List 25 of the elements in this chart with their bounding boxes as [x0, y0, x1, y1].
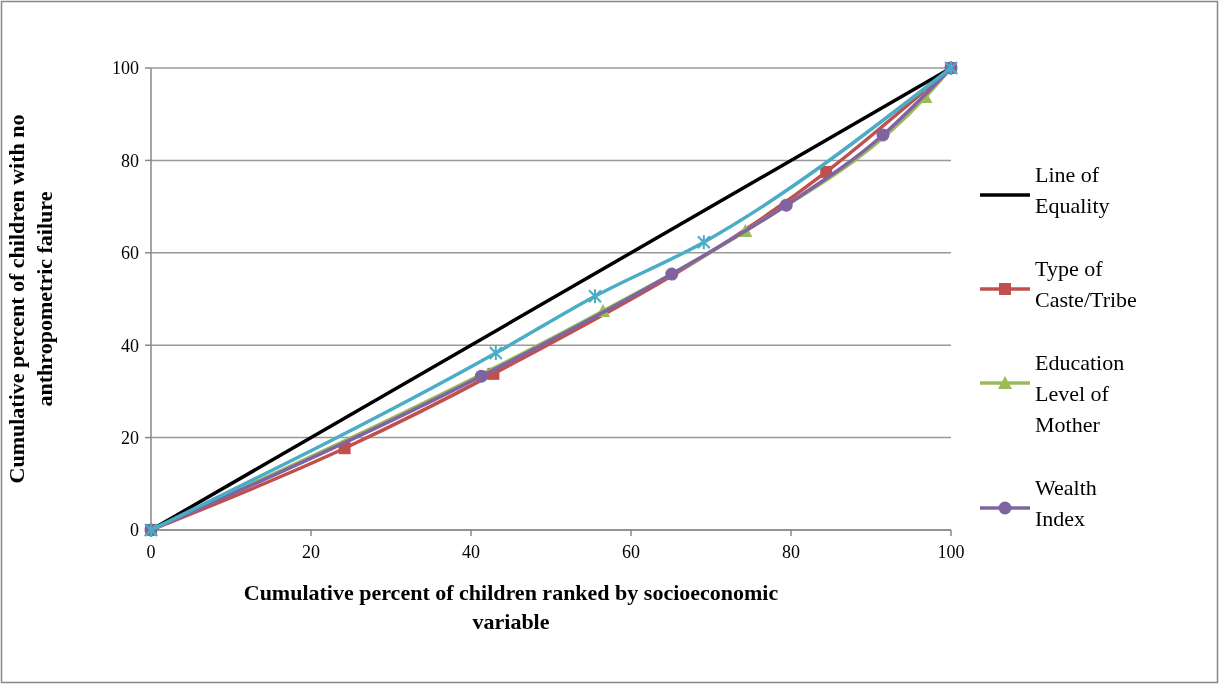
x-tick-label: 60 — [622, 542, 640, 562]
x-tick-label: 0 — [146, 542, 156, 562]
point — [696, 234, 711, 251]
legend-label: Line of Equality — [1035, 162, 1110, 218]
y-tick-label: 0 — [130, 520, 139, 541]
x-tick-label: 80 — [782, 542, 800, 562]
y-tick-label: 100 — [112, 58, 139, 79]
y-tick-label: 60 — [121, 243, 139, 264]
y-tick-label: 40 — [121, 335, 139, 356]
legend-label: Wealth Index — [1035, 475, 1097, 531]
point — [665, 267, 679, 281]
legend-label: Education Level of Mother — [1035, 350, 1125, 437]
point — [488, 345, 503, 362]
point — [474, 369, 488, 383]
point — [779, 198, 793, 212]
y-tick-label: 20 — [121, 427, 139, 448]
y-axis-title: Cumulative percent of children with no anthropometric failure — [4, 114, 57, 484]
x-tick-label: 40 — [462, 542, 480, 562]
x-axis-title: Cumulative percent of children ranked by socioeconomic variable — [243, 580, 779, 634]
x-tick-label: 100 — [937, 542, 965, 562]
y-tick-label: 80 — [121, 150, 139, 171]
x-tick-label: 20 — [302, 542, 320, 562]
point — [876, 128, 890, 142]
point — [588, 288, 602, 305]
legend-label: Type of Caste/Tribe — [1035, 256, 1137, 312]
